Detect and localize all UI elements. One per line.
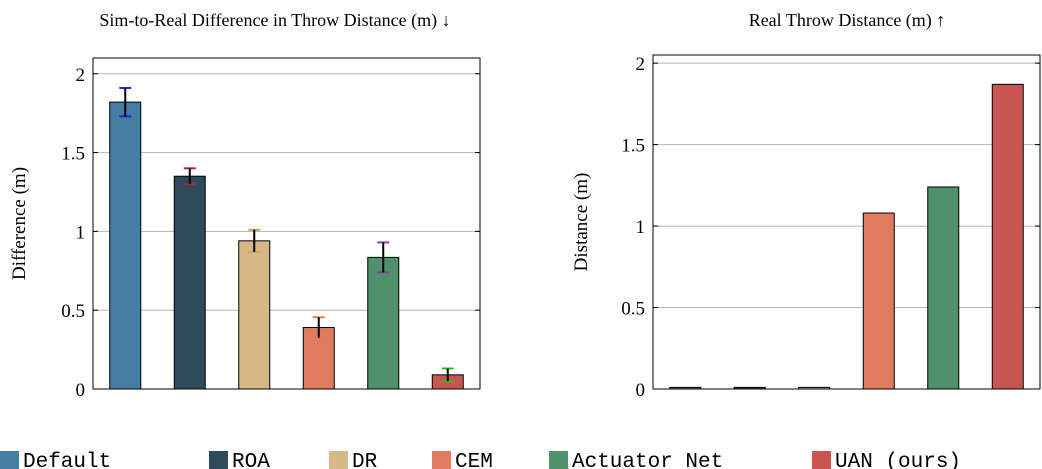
legend: Default ROA DR CEM Actuator Net UAN (ours) (0, 451, 961, 469)
y-axis-label: Difference (m) (9, 167, 30, 280)
y-tick-label: 0 (636, 380, 646, 401)
legend-swatch (549, 451, 568, 469)
y-tick-label: 0.5 (61, 301, 85, 322)
chart-title: Real Throw Distance (m) ↑ (749, 10, 946, 31)
chart-distance: Real Throw Distance (m) ↑ 0 0.5 1 1.5 2 Distan… (571, 10, 1041, 401)
plot-frame (92, 57, 481, 390)
y-tick-label: 0 (76, 380, 86, 401)
legend-label: Actuator Net (572, 451, 723, 469)
bar-actuator-net (927, 186, 960, 390)
legend-swatch (329, 451, 348, 469)
plot-frame (652, 54, 1041, 390)
legend-swatch (812, 451, 831, 469)
bar-cem (862, 212, 895, 390)
y-tick-label: 1.5 (621, 136, 645, 157)
bar-dr (238, 240, 271, 390)
bar-default (109, 101, 142, 390)
legend-label: CEM (455, 451, 493, 469)
legend-label: Default (23, 451, 111, 469)
y-tick-label: 2 (636, 54, 646, 75)
legend-swatch (209, 451, 228, 469)
legend-swatch (0, 451, 19, 469)
y-tick-label: 0.5 (621, 299, 645, 320)
y-tick-label: 1.5 (61, 144, 85, 165)
legend-label: UAN (ours) (835, 451, 961, 469)
bar-roa (173, 175, 206, 390)
legend-swatch (432, 451, 451, 469)
chart-title: Sim-to-Real Difference in Throw Distance… (99, 10, 450, 31)
y-axis-label: Distance (m) (571, 173, 592, 272)
legend-label: ROA (232, 451, 270, 469)
y-tick-label: 1 (636, 217, 646, 238)
y-tick-label: 1 (76, 222, 86, 243)
chart-difference: Sim-to-Real Difference in Throw Distance… (9, 10, 481, 401)
bar-uan-ours (991, 83, 1024, 390)
y-tick-label: 2 (76, 65, 86, 86)
legend-label: DR (352, 451, 378, 469)
bar-actuator-net (367, 256, 400, 390)
